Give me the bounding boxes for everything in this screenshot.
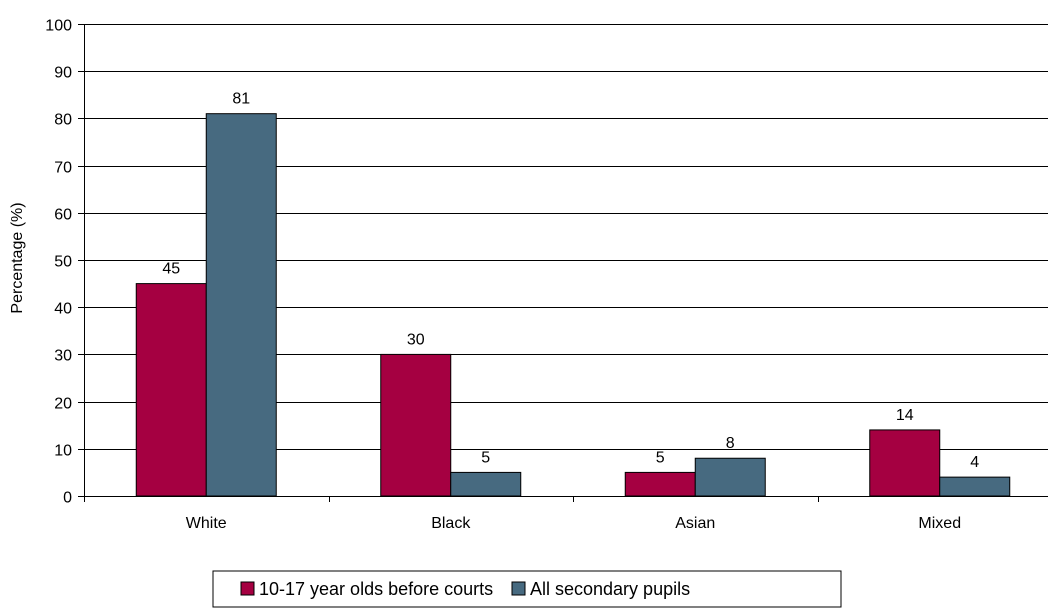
y-tick-label: 30 <box>54 348 72 365</box>
y-tick-label: 80 <box>54 112 72 129</box>
data-label: 81 <box>232 91 250 108</box>
legend-swatch <box>511 581 526 596</box>
axes: 0 10 20 30 40 50 60 70 80 90 100 White Black Asian Mix… <box>45 18 1048 532</box>
y-tick-label: 60 <box>54 207 72 224</box>
x-category-label: White <box>186 515 227 532</box>
bar <box>624 471 696 497</box>
bars <box>135 113 1011 497</box>
y-tick-label: 90 <box>54 65 72 82</box>
bar <box>450 471 522 497</box>
legend-label: All secondary pupils <box>530 579 690 599</box>
bar <box>205 113 277 497</box>
x-category-label: Asian <box>675 515 715 532</box>
data-labels: 45 81 30 5 5 8 14 4 <box>162 91 979 471</box>
data-label: 5 <box>656 449 665 466</box>
y-axis-label: Percentage (%) <box>9 202 26 313</box>
y-tick-label: 40 <box>54 301 72 318</box>
bar <box>380 353 452 497</box>
data-label: 4 <box>970 454 979 471</box>
bar <box>694 457 766 497</box>
data-label: 30 <box>407 331 425 348</box>
bar <box>135 283 207 497</box>
data-label: 8 <box>726 435 735 452</box>
bar <box>869 429 941 497</box>
y-tick-label: 70 <box>54 160 72 177</box>
data-label: 45 <box>162 261 180 278</box>
legend: 10-17 year olds before courts All seconda… <box>212 570 842 608</box>
y-tick-label: 10 <box>54 443 72 460</box>
x-category-label: Black <box>431 515 471 532</box>
y-tick-label: 100 <box>45 18 72 35</box>
y-tick-label: 50 <box>54 254 72 271</box>
x-category-label: Mixed <box>918 515 961 532</box>
data-label: 14 <box>896 407 914 424</box>
legend-box <box>212 570 842 608</box>
legend-label: 10-17 year olds before courts <box>259 579 493 599</box>
y-tick-label: 0 <box>63 490 72 507</box>
legend-swatch <box>240 581 255 596</box>
bar <box>939 476 1011 497</box>
data-label: 5 <box>481 449 490 466</box>
y-tick-label: 20 <box>54 396 72 413</box>
